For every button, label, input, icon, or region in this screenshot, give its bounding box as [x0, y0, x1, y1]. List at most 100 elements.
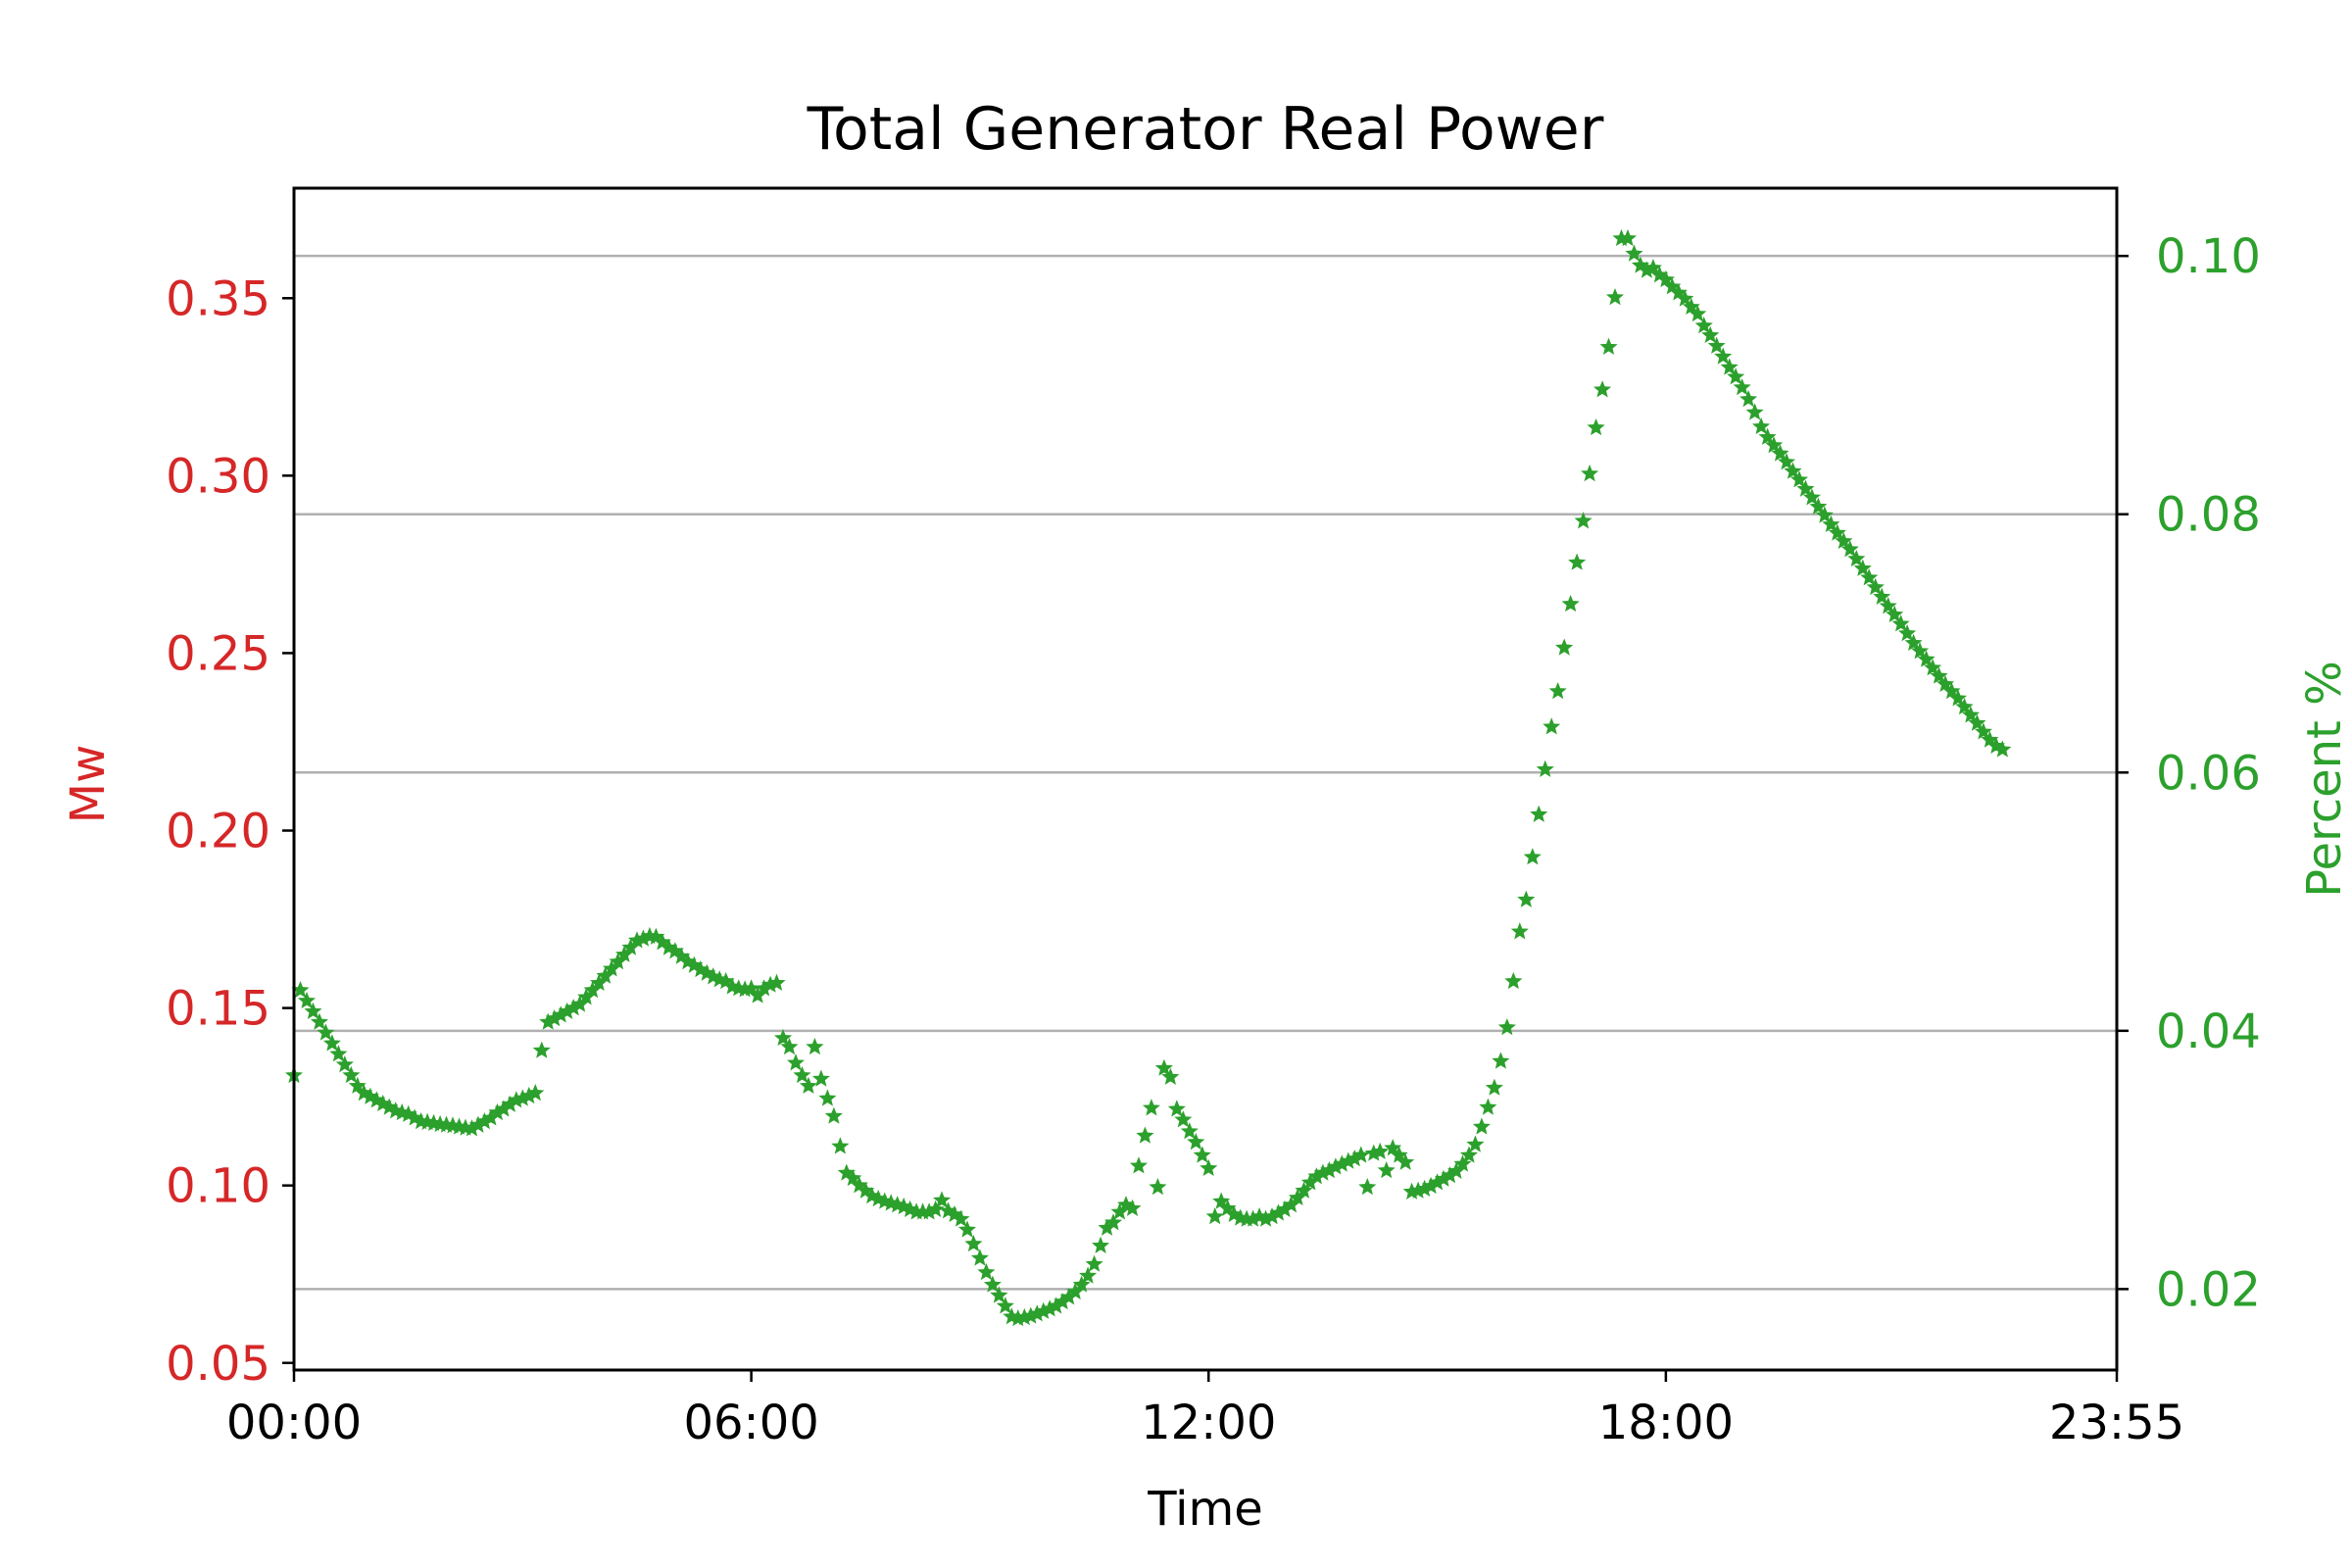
data-point — [1714, 347, 1733, 365]
data-point — [1745, 403, 1764, 420]
data-point — [1904, 633, 1923, 652]
data-point — [786, 1054, 806, 1071]
right-axis-label: Percent % — [2297, 661, 2352, 897]
data-point — [322, 1034, 341, 1052]
data-point — [1993, 740, 2012, 758]
data-point — [329, 1045, 348, 1062]
x-tick-label: 06:00 — [683, 1396, 818, 1450]
data-point — [1618, 228, 1638, 247]
data-point — [1758, 427, 1777, 445]
data-point — [983, 1275, 1002, 1293]
data-point — [811, 1069, 830, 1087]
data-point — [1599, 337, 1618, 355]
data-point — [1548, 681, 1567, 700]
data-point — [297, 991, 317, 1009]
data-point — [1103, 1213, 1123, 1231]
chart-title: Total Generator Real Power — [807, 95, 1604, 164]
data-point — [1789, 470, 1809, 488]
data-point — [526, 1084, 545, 1102]
x-axis-label: Time — [1147, 1482, 1262, 1537]
data-point — [1784, 462, 1802, 479]
data-point — [1822, 514, 1840, 533]
data-point — [1517, 890, 1536, 907]
data-point — [1200, 1158, 1218, 1177]
x-tick-label: 00:00 — [226, 1396, 362, 1450]
data-points — [284, 228, 2012, 1327]
data-point — [1796, 479, 1815, 497]
right-tick-label: 0.06 — [2156, 746, 2261, 801]
data-point — [1167, 1100, 1186, 1117]
data-point — [1923, 659, 1942, 676]
plot-frame — [292, 186, 2119, 1372]
data-point — [1707, 336, 1726, 354]
data-point — [1384, 1139, 1402, 1156]
data-point — [1193, 1146, 1211, 1163]
data-point — [1358, 1178, 1377, 1196]
data-point — [1530, 805, 1548, 822]
data-point — [1886, 605, 1904, 623]
data-point — [1936, 674, 1955, 693]
data-point — [1351, 1146, 1370, 1163]
left-tick-label: 0.15 — [166, 982, 270, 1037]
data-point — [348, 1076, 367, 1094]
data-point — [1459, 1146, 1479, 1163]
data-point — [1701, 325, 1720, 344]
left-tick-label: 0.20 — [166, 805, 270, 859]
data-point — [1656, 270, 1675, 288]
left-tick-label: 0.05 — [166, 1337, 270, 1392]
data-point — [932, 1191, 952, 1208]
data-point — [1180, 1122, 1199, 1140]
data-point — [1142, 1099, 1160, 1116]
right-tick-label: 0.08 — [2156, 488, 2261, 543]
data-point — [335, 1054, 354, 1073]
data-point — [1543, 717, 1561, 735]
data-point — [1974, 722, 1992, 740]
left-tick-label: 0.35 — [166, 271, 270, 326]
data-point — [1592, 380, 1612, 398]
data-point — [1860, 568, 1879, 586]
data-point — [1154, 1058, 1173, 1076]
x-tick-label: 18:00 — [1598, 1396, 1734, 1450]
data-point — [1079, 1266, 1098, 1284]
data-point — [1536, 760, 1554, 777]
data-point — [1771, 444, 1789, 462]
data-point — [1676, 289, 1694, 307]
x-tick-label: 12:00 — [1141, 1396, 1276, 1450]
data-point — [799, 1076, 818, 1094]
right-axis-ticks: 0.02 0.04 0.06 0.08 0.10 — [2117, 229, 2261, 1317]
data-point — [1205, 1206, 1224, 1225]
data-point — [1828, 523, 1846, 541]
data-point — [1295, 1181, 1313, 1199]
data-point — [532, 1041, 551, 1058]
data-point — [1187, 1133, 1205, 1151]
data-point — [1930, 666, 1948, 684]
data-point — [1751, 416, 1771, 435]
data-point — [1694, 317, 1713, 334]
data-point — [1840, 540, 1859, 558]
data-point — [926, 1200, 945, 1218]
data-point — [773, 1028, 793, 1047]
data-point — [990, 1286, 1008, 1303]
data-point — [1371, 1142, 1390, 1159]
data-point — [806, 1037, 824, 1055]
left-axis-ticks: 0.05 0.10 0.15 0.20 0.25 0.30 0.35 — [166, 271, 294, 1392]
data-point — [1777, 453, 1796, 470]
data-point — [1472, 1117, 1491, 1135]
data-point — [1740, 390, 1758, 408]
data-point — [1568, 553, 1587, 570]
left-tick-label: 0.30 — [166, 449, 270, 504]
data-point — [1466, 1135, 1485, 1152]
data-point — [1492, 1052, 1510, 1069]
data-point — [1847, 550, 1866, 567]
data-point — [1174, 1110, 1193, 1128]
data-point — [1815, 506, 1834, 523]
data-point — [1643, 258, 1662, 276]
data-point — [1377, 1160, 1396, 1179]
data-point — [1802, 488, 1822, 506]
data-point — [342, 1065, 361, 1084]
data-point — [1866, 577, 1885, 596]
data-point — [1072, 1275, 1091, 1293]
data-point — [831, 1137, 850, 1154]
data-point — [1574, 512, 1592, 529]
